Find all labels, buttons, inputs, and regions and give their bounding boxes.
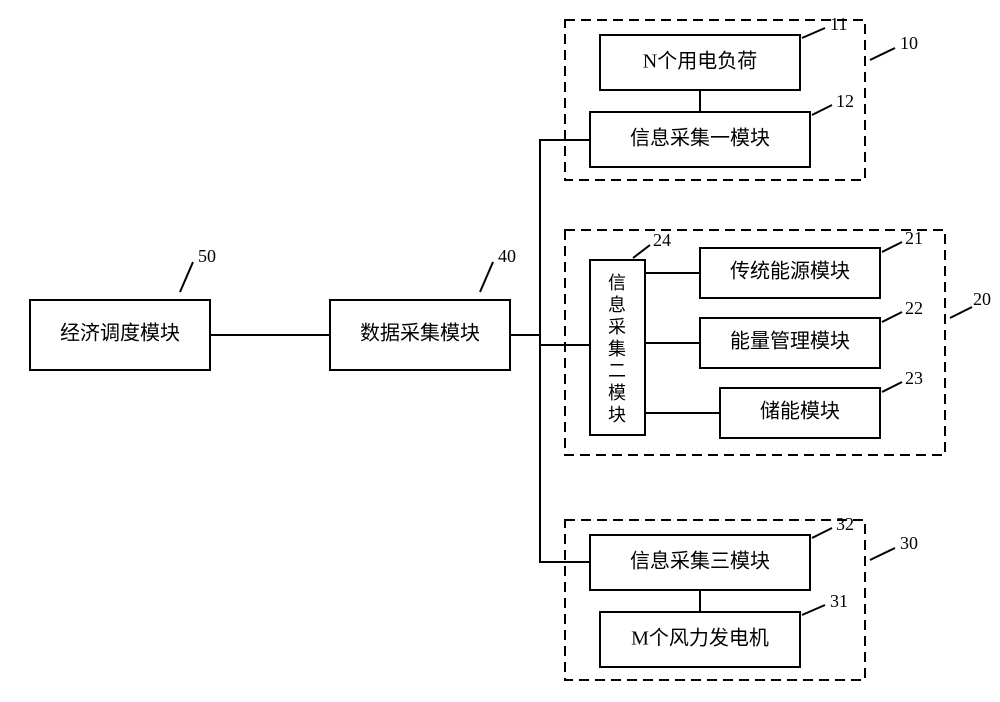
node-24-label-5: 模: [608, 383, 626, 403]
node-24-num: 24: [653, 230, 671, 250]
leader-22: [882, 312, 902, 322]
node-32-label: 信息采集三模块: [630, 550, 770, 573]
node-50-num: 50: [198, 246, 216, 266]
node-24-label-6: 块: [608, 405, 626, 425]
node-32-num: 32: [836, 514, 854, 534]
group-30-num: 30: [900, 533, 918, 553]
leader-10: [870, 48, 895, 60]
node-24-label-1: 息: [608, 295, 626, 315]
leader-24: [633, 245, 650, 258]
node-22-label: 能量管理模块: [730, 330, 850, 353]
diagram-canvas: 经济调度模块 50 数据采集模块 40 10 N个用电负荷 11 信息采集一模块…: [0, 0, 1000, 702]
node-40-label: 数据采集模块: [360, 322, 480, 345]
node-40-num: 40: [498, 246, 516, 266]
node-24-label-3: 集: [608, 339, 626, 359]
edge-40-12: [510, 140, 590, 335]
node-23-label: 储能模块: [760, 400, 840, 423]
node-21-num: 21: [905, 228, 923, 248]
node-11-num: 11: [830, 14, 847, 34]
leader-30: [870, 548, 895, 560]
leader-31: [802, 605, 825, 615]
node-31-num: 31: [830, 591, 848, 611]
leader-11: [802, 28, 825, 38]
node-12-label: 信息采集一模块: [630, 127, 770, 150]
leader-12: [812, 105, 832, 115]
leader-32: [812, 528, 832, 538]
node-24-label-4: 二: [608, 361, 626, 381]
node-31-label: M个风力发电机: [631, 627, 769, 650]
leader-23: [882, 382, 902, 392]
node-24-label-2: 采: [608, 317, 626, 337]
node-22-num: 22: [905, 298, 923, 318]
leader-21: [882, 242, 902, 252]
node-21-label: 传统能源模块: [730, 260, 850, 283]
node-50-label: 经济调度模块: [60, 322, 180, 345]
leader-20: [950, 307, 972, 318]
node-12-num: 12: [836, 91, 854, 111]
leader-40: [480, 262, 493, 292]
node-23-num: 23: [905, 368, 923, 388]
node-11-label: N个用电负荷: [643, 50, 757, 73]
node-24-label-0: 信: [608, 273, 626, 293]
group-10-num: 10: [900, 33, 918, 53]
group-20-num: 20: [973, 289, 991, 309]
leader-50: [180, 262, 193, 292]
